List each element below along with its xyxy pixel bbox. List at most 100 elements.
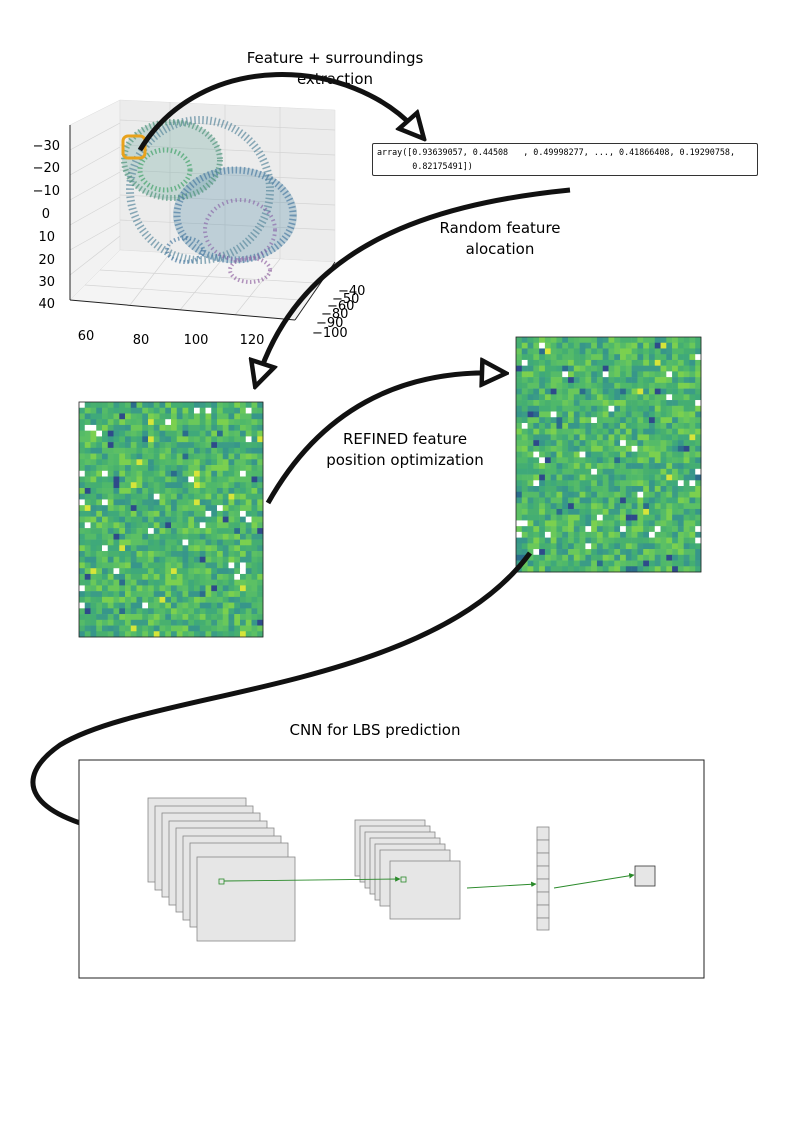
heatmap-cell (234, 528, 241, 535)
heatmap-cell (176, 591, 183, 598)
heatmap-cell (125, 596, 132, 603)
cnn-conv-connection (223, 876, 401, 882)
heatmap-cell (130, 585, 137, 592)
heatmap-cell (562, 491, 569, 498)
heatmap-cell (113, 568, 120, 575)
heatmap-cell (591, 422, 598, 430)
heatmap-cell (579, 440, 586, 447)
heatmap-cell (556, 537, 563, 544)
heatmap-cell (217, 579, 224, 586)
heatmap-cell (614, 463, 621, 470)
heatmap-cell (217, 614, 224, 621)
heatmap-cell (521, 566, 528, 573)
heatmap-cell (182, 631, 189, 638)
heatmap-cell (596, 365, 604, 372)
heatmap-cell (182, 499, 189, 506)
heatmap-cell (79, 499, 86, 506)
heatmap-cell (666, 549, 673, 556)
heatmap-cell (96, 625, 103, 632)
heatmap-cell (171, 533, 178, 540)
heatmap-cell (539, 474, 546, 481)
heatmap-cell (568, 411, 575, 418)
heatmap-cell (199, 573, 206, 580)
heatmap-cell (631, 348, 638, 355)
heatmap-cell (102, 516, 109, 523)
heatmap-cell (677, 514, 684, 521)
heatmap-cell (596, 543, 604, 550)
heatmap-cell (608, 531, 615, 538)
heatmap-cell (228, 482, 235, 489)
heatmap-cell (79, 482, 86, 489)
heatmap-cell (142, 482, 149, 489)
heatmap-cell (625, 463, 632, 470)
heatmap-cell (660, 474, 667, 481)
heatmap-cell (125, 447, 132, 454)
heatmap-cell (620, 354, 627, 361)
heatmap-cell (245, 562, 252, 569)
heatmap-cell (654, 417, 661, 424)
heatmap-cell (625, 549, 632, 556)
heatmap-cell (585, 371, 592, 378)
heatmap-cell (539, 451, 546, 458)
heatmap-cell (573, 337, 580, 344)
heatmap-cell (533, 543, 540, 550)
heatmap-cell (211, 556, 218, 563)
heatmap-cell (84, 556, 91, 563)
heatmap-cell (102, 585, 109, 592)
refined-heatmap (515, 336, 702, 573)
heatmap-cell (142, 424, 149, 431)
heatmap-cell (620, 348, 627, 355)
heatmap-cell (102, 430, 109, 437)
heatmap-cell (90, 591, 97, 598)
heatmap-cell (136, 516, 143, 523)
heatmap-cell (637, 337, 644, 344)
heatmap-cell (153, 568, 160, 575)
heatmap-cell (257, 585, 264, 592)
heatmap-cell (625, 486, 632, 493)
heatmap-cell (96, 510, 103, 517)
heatmap-cell (620, 491, 627, 498)
heatmap-cell (199, 476, 206, 483)
heatmap-cell (544, 417, 551, 424)
heatmap-cell (148, 493, 155, 500)
heatmap-cell (125, 573, 132, 580)
heatmap-cell (620, 543, 627, 550)
heatmap-cell (516, 537, 523, 544)
heatmap-cell (602, 359, 609, 366)
heatmap-cell (222, 482, 229, 489)
heatmap-cell (251, 573, 258, 580)
heatmap-cell (648, 520, 656, 527)
heatmap-cell (591, 445, 598, 452)
heatmap-cell (211, 402, 218, 409)
heatmap-cell (217, 522, 224, 529)
heatmap-cell (637, 434, 644, 441)
heatmap-cell (695, 491, 702, 498)
heatmap-cell (234, 573, 241, 580)
heatmap-cell (596, 526, 604, 533)
heatmap-cell (544, 411, 551, 418)
heatmap-cell (159, 413, 166, 420)
heatmap-cell (550, 503, 557, 510)
heatmap-cell (199, 402, 206, 409)
heatmap-cell (176, 407, 183, 414)
heatmap-cell (96, 619, 103, 626)
heatmap-cell (625, 560, 632, 567)
heatmap-cell (142, 608, 149, 615)
heatmap-cell (608, 566, 615, 573)
heatmap-cell (159, 459, 166, 466)
heatmap-cell (539, 354, 546, 361)
heatmap-cell (240, 625, 247, 632)
heatmap-cell (516, 365, 523, 372)
heatmap-cell (119, 413, 126, 420)
heatmap-cell (211, 482, 218, 489)
heatmap-cell (84, 436, 91, 443)
heatmap-cell (130, 625, 137, 632)
heatmap-cell (689, 491, 696, 498)
heatmap-cell (240, 585, 247, 592)
heatmap-cell (113, 562, 120, 569)
heatmap-cell (654, 342, 661, 349)
heatmap-cell (654, 337, 661, 344)
heatmap-cell (119, 436, 126, 443)
heatmap-cell (240, 482, 247, 489)
random-allocation-label: Random feature alocation (410, 218, 590, 260)
